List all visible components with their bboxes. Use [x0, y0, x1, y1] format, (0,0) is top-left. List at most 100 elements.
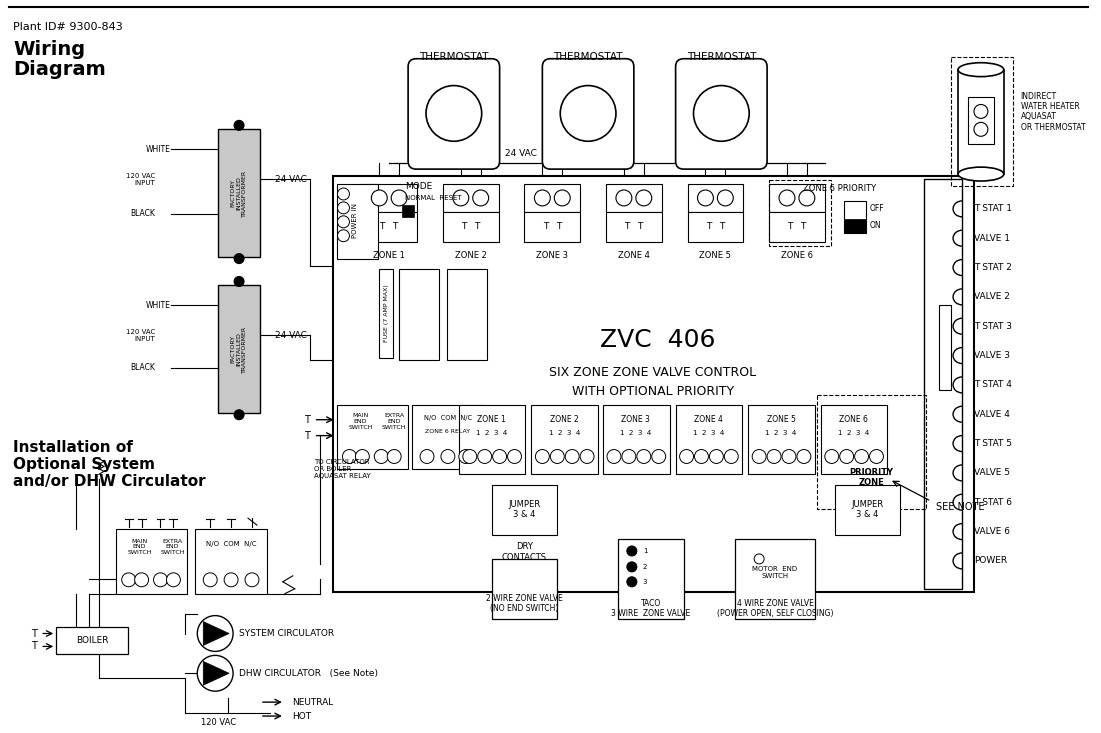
Circle shape — [508, 449, 522, 463]
Text: MOTOR  END
SWITCH: MOTOR END SWITCH — [752, 567, 797, 579]
Text: MAIN
END
SWITCH: MAIN END SWITCH — [128, 539, 152, 556]
Circle shape — [752, 449, 766, 463]
Circle shape — [421, 449, 434, 463]
Circle shape — [225, 573, 238, 587]
FancyBboxPatch shape — [603, 405, 669, 474]
Text: SEE NOTE: SEE NOTE — [936, 502, 984, 512]
Text: ZONE 3: ZONE 3 — [536, 251, 568, 260]
Circle shape — [440, 449, 455, 463]
Text: WHITE: WHITE — [145, 301, 171, 310]
Text: NORMAL  RESET: NORMAL RESET — [405, 195, 461, 201]
Text: T: T — [31, 628, 37, 638]
Text: FACTORY
INSTALLED
TRANSFORMER: FACTORY INSTALLED TRANSFORMER — [231, 169, 248, 216]
Text: T   T: T T — [461, 222, 480, 232]
Text: MODE: MODE — [405, 182, 433, 191]
Text: FUSE (7 AMP MAX): FUSE (7 AMP MAX) — [384, 284, 389, 342]
FancyBboxPatch shape — [924, 179, 962, 589]
Text: T STAT 2: T STAT 2 — [974, 263, 1012, 272]
FancyBboxPatch shape — [939, 306, 951, 390]
Text: 1  2  3  4: 1 2 3 4 — [838, 430, 870, 435]
Circle shape — [478, 449, 492, 463]
Circle shape — [235, 254, 244, 264]
FancyBboxPatch shape — [443, 184, 499, 212]
Text: THERMOSTAT: THERMOSTAT — [419, 52, 489, 62]
Text: T: T — [31, 641, 37, 652]
FancyBboxPatch shape — [459, 405, 525, 474]
FancyBboxPatch shape — [443, 212, 499, 242]
Text: BLACK: BLACK — [131, 210, 155, 218]
Text: ZONE 2: ZONE 2 — [455, 251, 487, 260]
Text: ZONE 5: ZONE 5 — [699, 251, 731, 260]
Text: ZONE 1: ZONE 1 — [477, 415, 506, 424]
Text: ZONE 5: ZONE 5 — [766, 415, 795, 424]
Text: WITH OPTIONAL PRIORITY: WITH OPTIONAL PRIORITY — [571, 386, 733, 398]
Text: ZONE 6: ZONE 6 — [781, 251, 813, 260]
FancyBboxPatch shape — [524, 212, 580, 242]
FancyBboxPatch shape — [606, 184, 662, 212]
Text: 1  2  3  4: 1 2 3 4 — [548, 430, 580, 435]
Circle shape — [870, 449, 883, 463]
Text: 2: 2 — [643, 564, 647, 570]
Circle shape — [197, 655, 233, 691]
Text: PRIORITY
ZONE: PRIORITY ZONE — [850, 468, 894, 487]
Circle shape — [754, 554, 764, 564]
Circle shape — [782, 449, 796, 463]
Polygon shape — [204, 661, 229, 685]
Text: 1  2  3  4: 1 2 3 4 — [476, 430, 508, 435]
Circle shape — [636, 449, 651, 463]
Text: Wiring
Diagram: Wiring Diagram — [13, 40, 106, 79]
Text: ZONE 4: ZONE 4 — [618, 251, 650, 260]
FancyBboxPatch shape — [968, 97, 994, 144]
Circle shape — [472, 190, 489, 206]
Circle shape — [626, 546, 636, 556]
Circle shape — [694, 86, 749, 141]
Text: DHW CIRCULATOR   (See Note): DHW CIRCULATOR (See Note) — [239, 668, 378, 678]
Circle shape — [388, 449, 401, 463]
Circle shape — [626, 577, 636, 587]
Circle shape — [636, 190, 652, 206]
Circle shape — [166, 573, 181, 587]
Text: Installation of
Optional System
and/or DHW Circulator: Installation of Optional System and/or D… — [13, 440, 206, 490]
Text: ZONE 2: ZONE 2 — [549, 415, 579, 424]
Circle shape — [235, 410, 244, 420]
Circle shape — [799, 190, 815, 206]
Text: ZONE 6: ZONE 6 — [839, 415, 868, 424]
Circle shape — [607, 449, 621, 463]
FancyBboxPatch shape — [958, 70, 1004, 174]
FancyBboxPatch shape — [218, 129, 260, 257]
Text: TACO
3 WIRE  ZONE VALVE: TACO 3 WIRE ZONE VALVE — [611, 599, 690, 619]
Text: 120 VAC
INPUT: 120 VAC INPUT — [127, 172, 155, 185]
Circle shape — [338, 229, 349, 242]
Circle shape — [840, 449, 853, 463]
Text: DRY
CONTACTS: DRY CONTACTS — [502, 542, 547, 561]
Circle shape — [698, 190, 713, 206]
Text: WHITE: WHITE — [145, 144, 171, 154]
Circle shape — [204, 573, 217, 587]
Circle shape — [652, 449, 666, 463]
FancyBboxPatch shape — [337, 184, 379, 259]
Text: 120 VAC: 120 VAC — [200, 718, 236, 727]
Circle shape — [565, 449, 579, 463]
Circle shape — [459, 449, 472, 463]
Ellipse shape — [958, 167, 1004, 181]
Text: THERMOSTAT: THERMOSTAT — [687, 52, 756, 62]
Circle shape — [374, 449, 389, 463]
Text: ZVC  406: ZVC 406 — [600, 328, 716, 352]
Circle shape — [695, 449, 708, 463]
Text: 1  2  3  4: 1 2 3 4 — [765, 430, 797, 435]
FancyBboxPatch shape — [408, 59, 500, 169]
Circle shape — [462, 449, 477, 463]
Text: POWER IN: POWER IN — [352, 203, 359, 238]
Circle shape — [342, 449, 357, 463]
Text: T   T: T T — [380, 222, 399, 232]
Text: Plant ID# 9300-843: Plant ID# 9300-843 — [13, 22, 123, 32]
FancyBboxPatch shape — [843, 201, 865, 233]
Text: ZONE 6 RELAY: ZONE 6 RELAY — [425, 429, 470, 434]
FancyBboxPatch shape — [412, 405, 483, 469]
FancyBboxPatch shape — [56, 627, 128, 655]
FancyBboxPatch shape — [676, 59, 767, 169]
Text: VALVE 3: VALVE 3 — [974, 351, 1010, 360]
FancyBboxPatch shape — [333, 176, 974, 592]
Text: VALVE 6: VALVE 6 — [974, 527, 1010, 536]
Text: MAIN
END
SWITCH: MAIN END SWITCH — [348, 413, 372, 430]
